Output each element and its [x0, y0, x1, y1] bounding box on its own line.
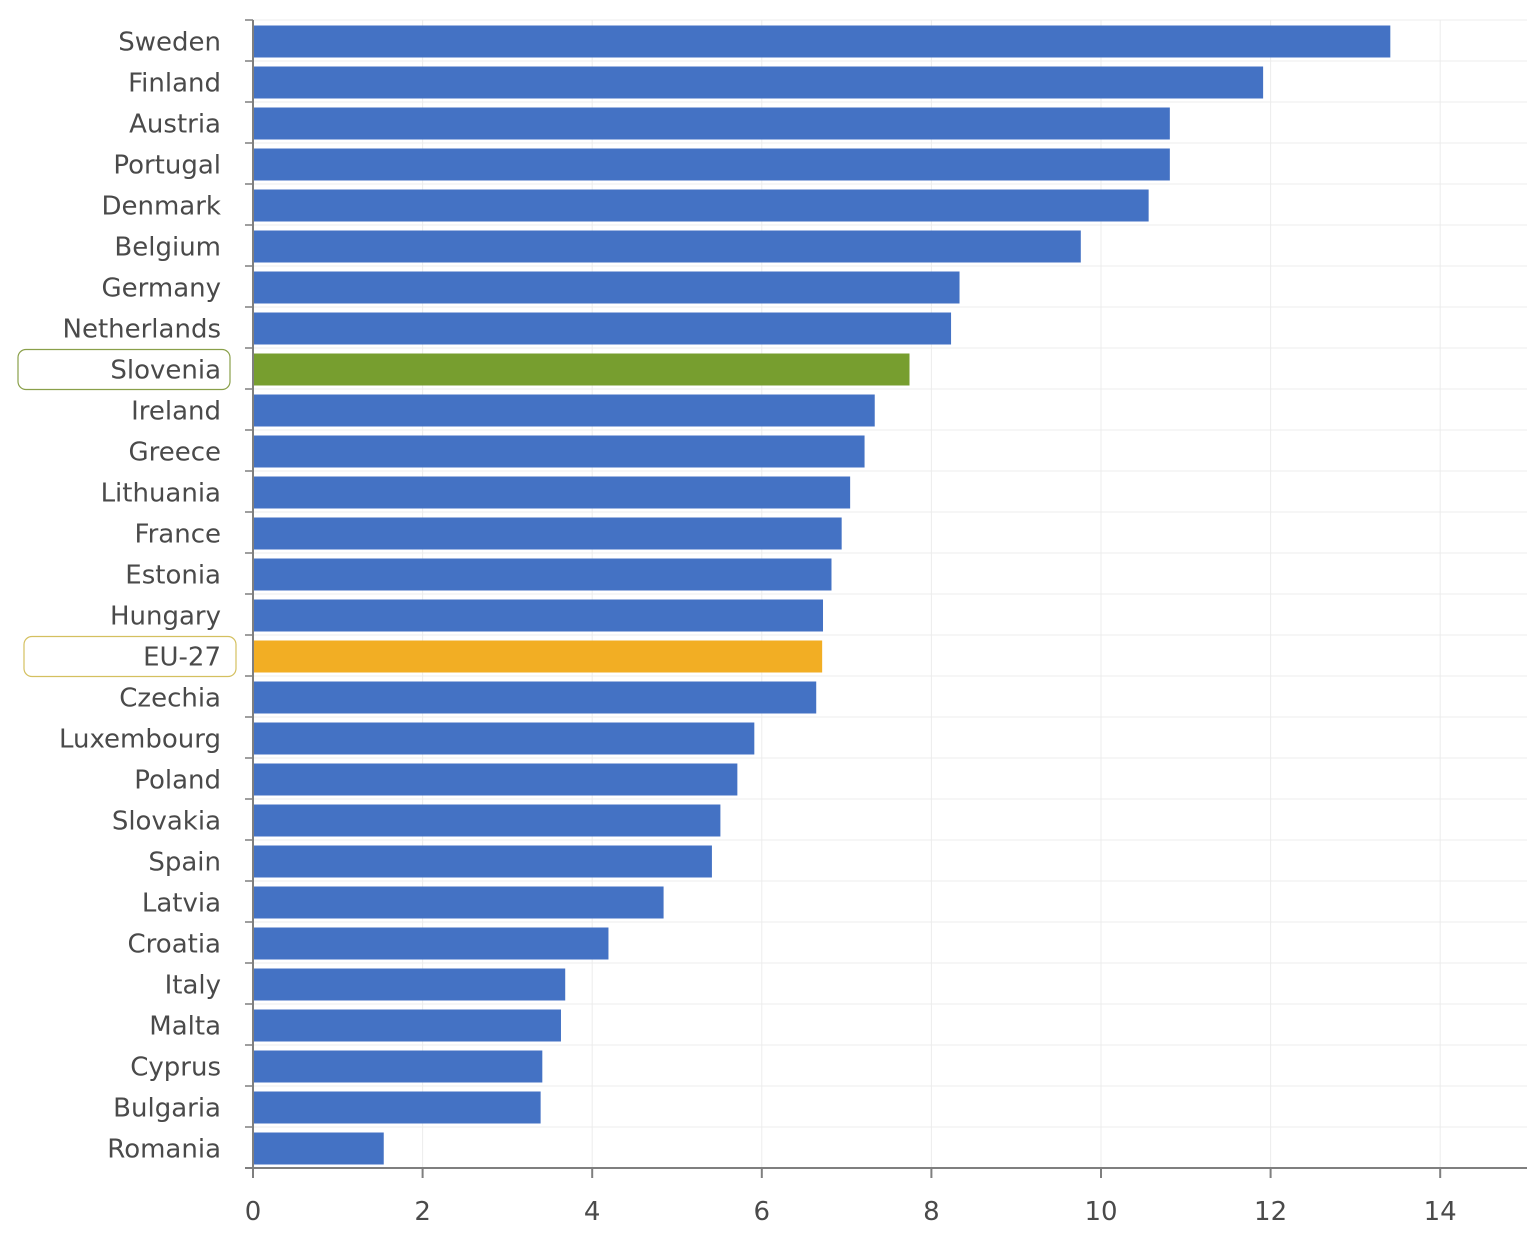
highlight-box-eu-27	[23, 635, 237, 678]
category-label: Poland	[134, 766, 221, 796]
bar-bulgaria	[254, 1091, 541, 1124]
x-tick-label: 0	[245, 1197, 262, 1227]
bar-germany	[254, 271, 960, 304]
category-label: Czechia	[119, 684, 221, 714]
bar-lithuania	[254, 476, 851, 509]
category-label: Cyprus	[130, 1053, 221, 1083]
category-label: Portugal	[113, 151, 221, 181]
category-label: EU-27	[143, 643, 221, 673]
x-tick-label: 14	[1424, 1197, 1457, 1227]
category-label: Latvia	[142, 889, 221, 919]
bar-netherlands	[254, 312, 952, 345]
x-tick-label: 10	[1084, 1197, 1117, 1227]
category-label: Malta	[149, 1012, 221, 1042]
category-label: Ireland	[131, 397, 221, 427]
category-label: Bulgaria	[113, 1094, 221, 1124]
category-label: Netherlands	[63, 315, 222, 345]
bar-austria	[254, 107, 1170, 140]
bar-ireland	[254, 394, 875, 427]
bar-slovenia	[254, 353, 910, 386]
bar-romania	[254, 1132, 384, 1165]
bar-sweden	[254, 25, 1391, 58]
category-label: Spain	[148, 848, 221, 878]
category-label: Sweden	[118, 28, 221, 58]
bar-malta	[254, 1009, 561, 1042]
x-tick-label: 12	[1254, 1197, 1287, 1227]
category-label: Romania	[107, 1135, 221, 1165]
x-tick-label: 8	[923, 1197, 940, 1227]
category-label: Austria	[129, 110, 221, 140]
bar-eu-27	[254, 640, 823, 673]
bar-spain	[254, 845, 712, 878]
bar-finland	[254, 66, 1264, 99]
category-label: Denmark	[101, 192, 221, 222]
category-label: Slovakia	[112, 807, 221, 837]
category-label: Belgium	[114, 233, 221, 263]
category-label: Slovenia	[110, 356, 221, 386]
x-tick-label: 6	[754, 1197, 771, 1227]
category-label: Greece	[128, 438, 221, 468]
category-label: France	[135, 520, 221, 550]
bar-poland	[254, 763, 738, 796]
category-label: Lithuania	[101, 479, 221, 509]
x-tick-label: 4	[584, 1197, 601, 1227]
bar-portugal	[254, 148, 1170, 181]
category-label: Italy	[165, 971, 221, 1001]
highlight-box-slovenia	[17, 348, 231, 391]
bar-estonia	[254, 558, 832, 591]
bar-denmark	[254, 189, 1149, 222]
category-label: Croatia	[128, 930, 221, 960]
bar-cyprus	[254, 1050, 543, 1083]
bar-slovakia	[254, 804, 721, 837]
category-label: Hungary	[110, 602, 221, 632]
bar-croatia	[254, 927, 609, 960]
bar-luxembourg	[254, 722, 755, 755]
category-label: Luxembourg	[59, 725, 221, 755]
bar-hungary	[254, 599, 824, 632]
bar-belgium	[254, 230, 1081, 263]
category-label: Estonia	[125, 561, 221, 591]
bar-czechia	[254, 681, 817, 714]
category-label: Finland	[128, 69, 221, 99]
bar-italy	[254, 968, 566, 1001]
bar-france	[254, 517, 842, 550]
x-tick-label: 2	[414, 1197, 431, 1227]
category-label: Germany	[101, 274, 221, 304]
bar-greece	[254, 435, 865, 468]
bar-latvia	[254, 886, 664, 919]
